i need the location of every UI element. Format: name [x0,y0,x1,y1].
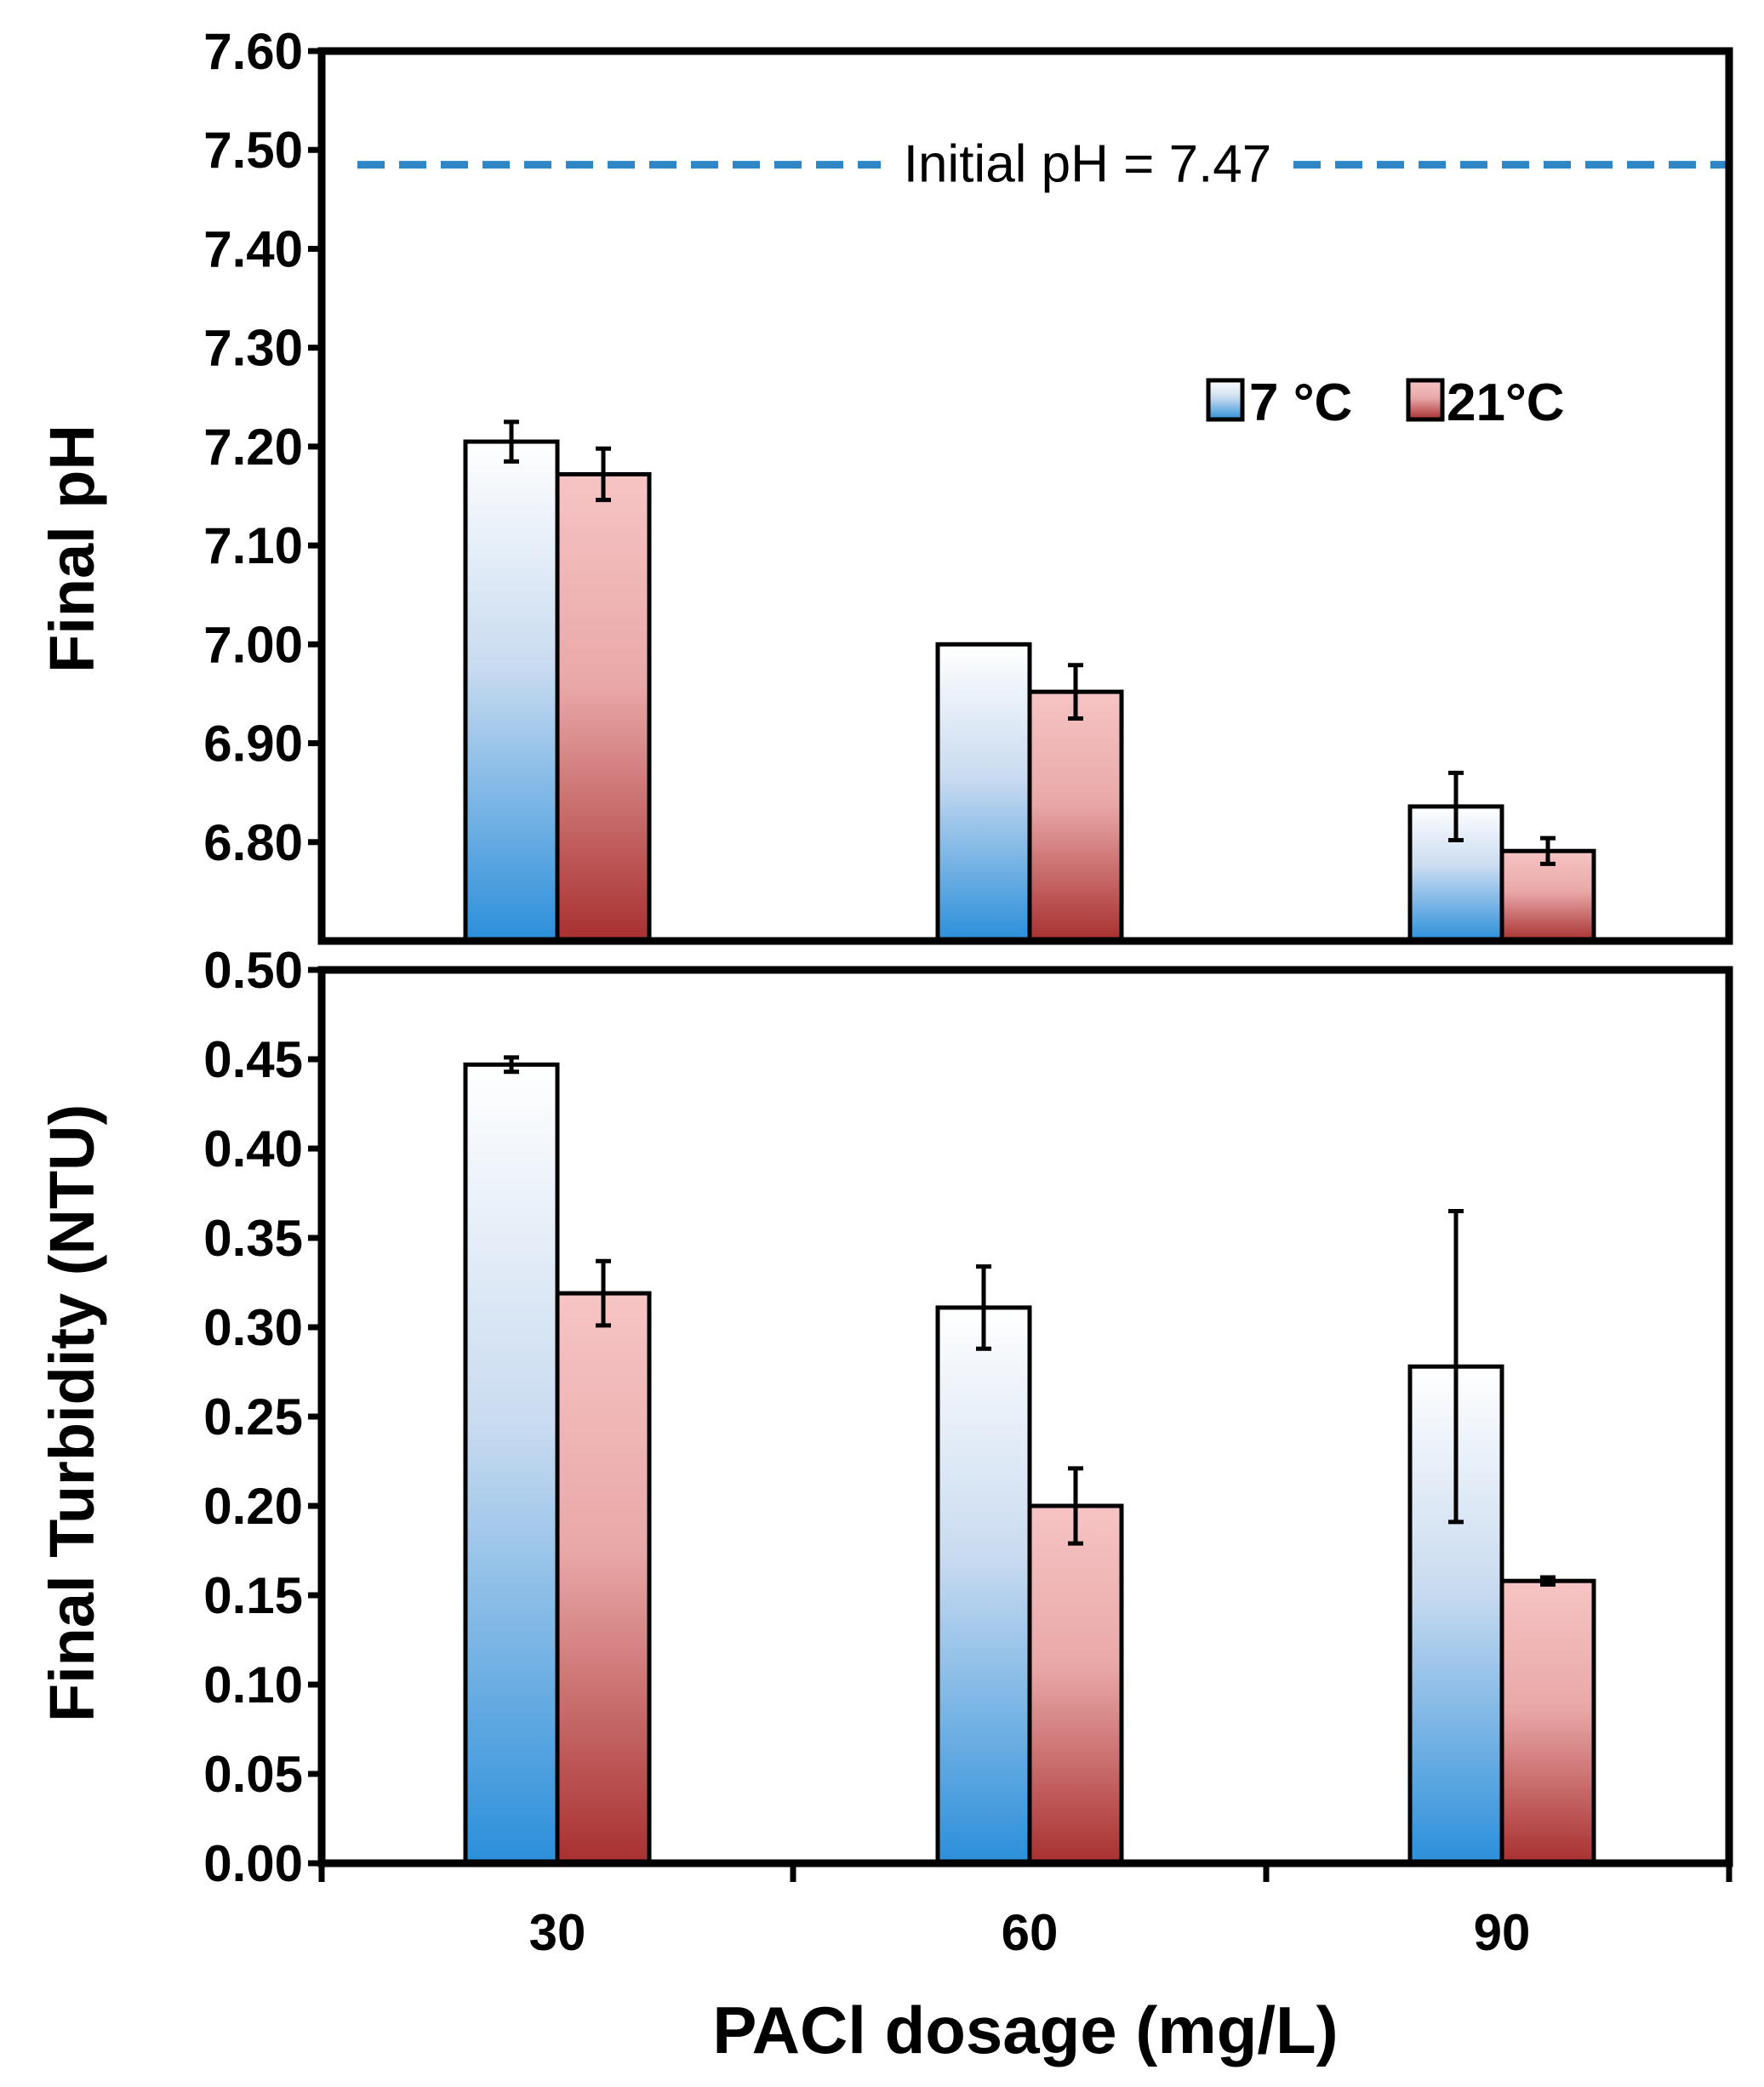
bottom-y-axis-label: Final Turbidity (NTU) [37,1104,107,1722]
top-bar-21c [1027,689,1124,944]
top-y-axis-label: Final pH [37,425,107,673]
top-y-tick-label: 7.20 [203,419,303,476]
bottom-y-tick-label: 0.25 [203,1388,303,1446]
legend-swatch-21c [1406,378,1445,422]
x-tick-label: 30 [529,1904,586,1961]
bottom-bar-21c [555,1291,652,1866]
top-bar-21c [555,471,652,944]
bottom-bar-21c [1499,1578,1596,1866]
bottom-y-tick-label: 0.30 [203,1299,303,1356]
top-y-tick-label: 7.60 [203,23,303,80]
bottom-plot-frame [317,966,1733,1867]
bottom-bars [463,1055,1596,1866]
bottom-y-tick-label: 0.05 [203,1746,303,1803]
bottom-bar-21c [1027,1503,1124,1866]
bottom-y-tick-label: 0.35 [203,1210,303,1267]
bottom-y-tick-label: 0.45 [203,1031,303,1088]
bottom-y-tick-label: 0.00 [203,1835,303,1892]
top-bar-7c [935,641,1032,944]
top-y-tick-label: 7.30 [203,320,303,377]
top-plot-frame [317,47,1733,945]
bottom-y-tick-label: 0.40 [203,1120,303,1178]
top-panel: 6.80 6.90 7.00 7.10 7.20 7.30 7.40 7.50 7.60 Ini… [37,23,1733,945]
x-tick-label: 90 [1474,1904,1531,1961]
bottom-y-tick-label: 0.10 [203,1656,303,1714]
x-axis-label: PACl dosage (mg/L) [712,1993,1338,2067]
top-y-tick-label: 6.90 [203,716,303,773]
top-bar-7c [463,439,560,944]
reference-line-label: Initial pH = 7.47 [904,135,1272,194]
legend-label-7c: 7 °C [1249,373,1352,432]
top-y-tick-label: 7.00 [203,616,303,673]
bottom-bar-7c [463,1062,560,1866]
bottom-bar-7c [935,1305,1032,1866]
top-y-tick-label: 7.10 [203,517,303,574]
bottom-y-tick-label: 0.15 [203,1567,303,1624]
x-axis-ticks: 30 60 90 [318,1863,1733,1961]
bottom-y-ticks: 0.00 0.05 0.10 0.15 0.20 0.25 0.30 0.35 0.40 0.45… [203,942,322,1892]
x-tick-label: 60 [1002,1904,1059,1961]
legend-swatch-7c [1206,378,1245,422]
bottom-panel: 0.00 0.05 0.10 0.15 0.20 0.25 0.30 0.35 0.40 0.45… [37,942,1733,2067]
top-bars [463,419,1596,944]
top-y-tick-label: 7.50 [203,122,303,179]
legend-label-21c: 21°C [1447,373,1565,432]
initial-ph-reference: Initial pH = 7.47 [357,135,1727,194]
bottom-y-tick-label: 0.50 [203,942,303,999]
top-y-tick-label: 6.80 [203,814,303,871]
legend: 7 °C 21°C [1206,373,1565,432]
bottom-y-tick-label: 0.20 [203,1478,303,1535]
top-y-ticks: 6.80 6.90 7.00 7.10 7.20 7.30 7.40 7.50 7.60 [203,23,322,871]
top-y-tick-label: 7.40 [203,220,303,277]
